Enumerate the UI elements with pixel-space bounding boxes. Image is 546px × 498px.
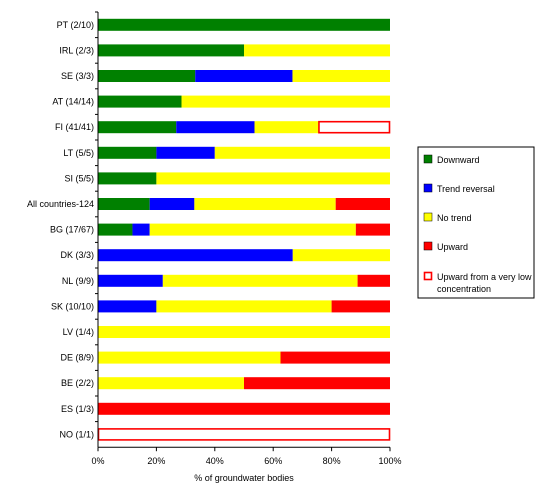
bar-segment-2 <box>214 146 390 159</box>
bar-segment-1 <box>156 146 215 159</box>
bar-segment-0 <box>98 18 390 31</box>
legend-entry-line: Trend reversal <box>437 184 495 194</box>
bar-segment-3 <box>355 223 390 236</box>
bar-segment-2 <box>254 121 319 134</box>
legend-entry: Upward <box>437 242 468 252</box>
category-label: All countries-124 <box>27 199 94 209</box>
bar-segment-1 <box>98 274 163 287</box>
x-axis-label: % of groundwater bodies <box>194 473 294 483</box>
legend-entry: Upward from a very low concentration <box>437 272 532 294</box>
category-label: BE (2/2) <box>61 378 94 388</box>
x-tick-label: 60% <box>264 456 282 466</box>
category-label: ES (1/3) <box>61 404 94 414</box>
bar-segment-4 <box>97 428 391 441</box>
legend-box <box>417 146 535 299</box>
legend-entry-line: Upward from a very low <box>437 272 532 282</box>
bar-segment-2 <box>244 44 390 57</box>
legend-swatch <box>423 154 433 164</box>
category-label: FI (41/41) <box>55 122 94 132</box>
bar-segment-2 <box>292 70 390 82</box>
category-label: DE (8/9) <box>60 353 94 363</box>
x-tick-label: 0% <box>91 456 104 466</box>
category-label: NL (9/9) <box>62 276 94 286</box>
bar-segment-3 <box>280 351 390 364</box>
bar-segment-0 <box>98 44 244 57</box>
category-label: SI (5/5) <box>64 173 94 183</box>
legend-entry: Trend reversal <box>437 184 495 194</box>
bar-segment-2 <box>162 274 358 287</box>
bar-segment-0 <box>98 198 150 210</box>
bar-segment-2 <box>149 223 356 236</box>
legend-swatch <box>423 183 433 193</box>
bar-segment-4 <box>318 120 391 134</box>
category-label: SK (10/10) <box>51 301 94 311</box>
category-label: BG (17/67) <box>50 225 94 235</box>
legend-entry: No trend <box>437 213 472 223</box>
category-label: PT (2/10) <box>57 20 94 30</box>
bar-segment-1 <box>132 223 150 236</box>
plot-area <box>97 18 391 441</box>
legend: Downward Trend reversal No trend Upward Upwa… <box>417 146 535 299</box>
bar-segment-2 <box>292 249 390 262</box>
category-label: IRL (2/3) <box>59 45 94 55</box>
legend-entry-line: concentration <box>437 284 491 294</box>
bar-segment-3 <box>335 198 390 210</box>
bar-segment-2 <box>98 351 281 364</box>
bar-segment-0 <box>98 172 157 185</box>
bar-segment-1 <box>195 70 293 82</box>
legend-swatch <box>423 271 433 281</box>
category-label: SE (3/3) <box>61 71 94 81</box>
bar-segment-3 <box>331 300 390 313</box>
bar-segment-0 <box>98 121 177 134</box>
bar-segment-1 <box>98 249 293 262</box>
bar-segment-3 <box>98 402 390 415</box>
bar-segment-2 <box>181 95 390 108</box>
legend-entry-line: No trend <box>437 213 472 223</box>
category-label: AT (14/14) <box>52 97 94 107</box>
x-tick-label: 80% <box>323 456 341 466</box>
bar-segment-0 <box>98 95 182 108</box>
x-tick-label: 100% <box>378 456 401 466</box>
bar-segment-0 <box>98 146 157 159</box>
x-tick-label: 40% <box>206 456 224 466</box>
bar-segment-2 <box>156 300 332 313</box>
bar-segment-1 <box>149 198 195 210</box>
x-tick-label: 20% <box>147 456 165 466</box>
bar-segment-2 <box>156 172 390 185</box>
bar-segment-0 <box>98 70 196 82</box>
bar-segment-1 <box>176 121 255 134</box>
bar-segment-3 <box>244 377 390 390</box>
legend-swatch <box>423 212 433 222</box>
category-label: LT (5/5) <box>63 148 94 158</box>
bar-segment-0 <box>98 223 133 236</box>
bar-segment-2 <box>98 377 244 390</box>
bar-segment-1 <box>98 300 157 313</box>
legend-entry: Downward <box>437 155 480 165</box>
category-label: LV (1/4) <box>63 327 94 337</box>
bar-segment-3 <box>357 274 390 287</box>
legend-entry-line: Upward <box>437 242 468 252</box>
bar-segment-2 <box>98 326 390 338</box>
category-label: NO (1/1) <box>59 429 94 439</box>
category-label: DK (3/3) <box>60 250 94 260</box>
axes: PT (2/10) IRL (2/3) SE (3/3) AT (14/14) FI (… <box>27 11 402 483</box>
bar-segment-2 <box>194 198 336 210</box>
legend-swatch <box>423 241 433 251</box>
legend-entry-line: Downward <box>437 155 480 165</box>
